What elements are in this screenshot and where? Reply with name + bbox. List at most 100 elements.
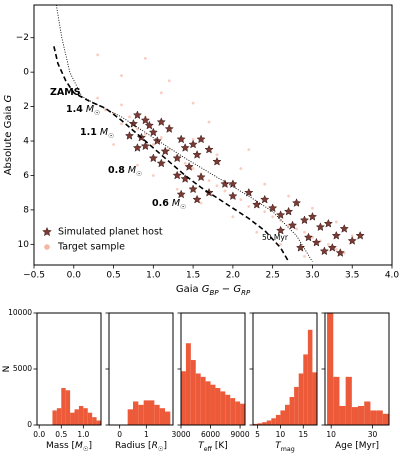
target-point <box>334 220 338 224</box>
target-point <box>120 103 123 107</box>
target-point <box>311 206 314 210</box>
histogram-bar <box>370 410 377 425</box>
x-axis-label-part: G <box>233 284 241 295</box>
histogram-bar <box>181 371 186 425</box>
histogram-bar <box>185 343 191 425</box>
axes-frame <box>324 312 390 426</box>
annotation: ZAMS <box>50 87 81 98</box>
x-axis-label-part: [K] <box>212 441 228 451</box>
x-axis-label-part: ] <box>163 441 167 451</box>
planet-host <box>335 248 345 257</box>
histogram-bar <box>275 414 281 425</box>
planet-host <box>327 242 337 252</box>
planet-host <box>355 230 365 240</box>
histogram-bar <box>92 417 97 425</box>
planet-host <box>144 120 154 130</box>
x-tick-label: 6000 <box>201 430 220 439</box>
target-point <box>143 132 147 136</box>
target-point <box>120 74 123 77</box>
y-tick-label: 8 <box>23 205 29 215</box>
planet-host <box>156 158 166 168</box>
target-point <box>231 215 235 219</box>
planet-host <box>212 156 222 166</box>
y-tick-label: 4 <box>23 137 29 147</box>
target-point <box>136 163 139 167</box>
planet-host <box>148 153 158 163</box>
x-axis-label-part: Mass [ <box>46 441 75 451</box>
y-axis-label: Absolute Gaia G <box>3 94 14 175</box>
histogram-bar <box>154 404 160 425</box>
annotation-part: 50 Myr <box>262 233 289 242</box>
histogram-bar <box>230 398 236 425</box>
annotation-part: 0.6 <box>152 198 169 209</box>
target-point <box>271 215 275 219</box>
target-point <box>350 234 354 238</box>
planet-host <box>228 179 238 188</box>
x-tick-label: 15 <box>299 430 309 439</box>
histogram-bar <box>127 409 133 425</box>
planet-host <box>196 134 206 144</box>
legend-label: Simulated planet host <box>58 227 163 238</box>
plot-area <box>181 343 245 425</box>
target-point <box>191 137 195 141</box>
x-tick-label: 0.5 <box>55 430 67 439</box>
target-point <box>143 56 147 60</box>
target-point <box>136 127 139 131</box>
histogram-bar <box>225 394 231 425</box>
planet-host <box>287 220 298 230</box>
annotation-part: M <box>83 104 94 115</box>
annotation-part: ☉ <box>94 109 100 117</box>
x-axis-label-part: M <box>75 441 83 451</box>
planet-host <box>315 222 326 232</box>
axes-frame <box>36 312 102 426</box>
planet-host <box>172 153 182 163</box>
planet-host <box>140 115 150 125</box>
planet-host <box>196 172 206 182</box>
histogram-bar <box>96 420 101 425</box>
planet-host <box>311 237 322 247</box>
target-point <box>183 162 187 165</box>
x-tick-label: 1.0 <box>146 271 161 281</box>
x-axis-label: Mass [M☉] <box>46 441 92 453</box>
x-axis-label-part: ] <box>88 441 92 451</box>
track-line <box>55 5 313 262</box>
target-point <box>199 201 203 205</box>
annotation: 1.4 M☉ <box>66 104 100 118</box>
y-tick-label: 10000 <box>8 308 32 317</box>
axes-frame <box>252 312 318 426</box>
x-axis-label-part: − <box>219 284 234 295</box>
x-axis-label-part: T <box>198 441 205 451</box>
histogram-bar <box>149 400 155 425</box>
target-point <box>151 143 155 146</box>
planet-host <box>260 194 270 204</box>
target-point <box>215 184 219 188</box>
target-point <box>191 167 195 170</box>
x-axis-label: Teff [K] <box>198 441 228 453</box>
histogram-bar <box>220 391 226 425</box>
x-tick-label: 10 <box>326 430 336 439</box>
annotation: 1.1 M☉ <box>80 127 114 141</box>
histogram-bar <box>345 376 352 425</box>
planet-host <box>172 170 182 180</box>
x-tick-label: 9000 <box>231 430 250 439</box>
target-point <box>151 174 155 177</box>
annotation-part: ZAMS <box>50 87 81 98</box>
planet-host <box>303 232 314 242</box>
target-point <box>167 79 171 83</box>
axes-frame <box>108 312 174 426</box>
x-tick-label: 5 <box>255 430 260 439</box>
target-point <box>279 242 283 246</box>
histogram-bar <box>52 410 57 425</box>
y-axis-label-part: G <box>3 94 14 102</box>
x-axis-label-part: R <box>152 441 158 451</box>
histogram-bar <box>143 400 149 425</box>
legend-marker <box>44 244 50 250</box>
y-axis-label: N <box>2 366 12 373</box>
y-tick-label: 6 <box>23 171 29 181</box>
planet-host <box>192 194 202 204</box>
planet-host <box>140 141 150 151</box>
histogram-bar <box>195 373 201 425</box>
x-tick-label: 3.5 <box>345 271 359 281</box>
target-point <box>239 167 243 170</box>
x-axis-label-part: T <box>275 441 282 451</box>
